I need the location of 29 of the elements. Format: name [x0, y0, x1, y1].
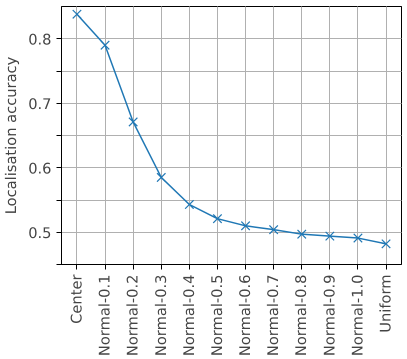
- point: [100, 40, 110, 50]
- point: [72, 9, 82, 20]
- point: [184, 200, 194, 210]
- x-tick-label: Normal-0.1: [96, 274, 114, 356]
- point: [353, 233, 363, 243]
- point: [381, 239, 391, 249]
- x-tick-label: Normal-1.0: [349, 274, 366, 356]
- y-axis-title: Localisation accuracy: [3, 56, 20, 214]
- x-tick-label: Normal-0.4: [180, 274, 198, 356]
- point: [240, 220, 250, 231]
- x-tick-label: Center: [68, 274, 86, 324]
- point: [296, 229, 307, 240]
- y-tick-label: 0.5: [28, 224, 52, 242]
- x-tick-label: Normal-0.5: [208, 274, 226, 356]
- x-tick-label: Normal-0.8: [293, 274, 310, 356]
- point: [156, 172, 166, 182]
- point: [212, 214, 222, 224]
- y-tick-label: 0.8: [28, 31, 52, 48]
- x-tick-label: Normal-0.6: [237, 274, 254, 356]
- point: [268, 224, 278, 235]
- x-tick-label: Normal-0.3: [152, 274, 170, 356]
- x-tick-label: Uniform: [378, 274, 395, 333]
- y-tick-label: 0.6: [28, 160, 52, 178]
- point: [325, 231, 335, 241]
- x-tick-label: Normal-0.2: [124, 274, 142, 356]
- y-tick-label: 0.7: [28, 96, 52, 113]
- x-tick-label: Normal-0.9: [321, 274, 338, 356]
- x-tick-label: Normal-0.7: [265, 274, 282, 356]
- point: [128, 117, 138, 127]
